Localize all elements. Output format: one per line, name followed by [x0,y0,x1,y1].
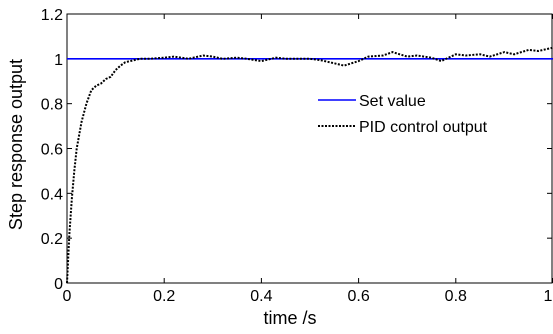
x-tick-label: 0 [63,288,72,305]
y-tick-label: 0.2 [41,231,63,248]
y-axis-label: Step response output [6,59,26,230]
legend-label-pid-control-output: PID control output [359,119,488,136]
y-tick-label: 0.6 [41,142,63,159]
y-tick-label: 1 [54,52,63,69]
y-tick-label: 0.4 [41,186,63,203]
x-axis-label: time /s [263,308,316,328]
x-tick-label: 0.6 [347,288,369,305]
y-tick-label: 1.2 [41,7,63,24]
y-tick-label: 0 [54,276,63,293]
axis-ticks: 0 0.2 0.4 0.6 0.8 1 0 0.2 0.4 0.6 0.8 1 1.2 [41,7,553,305]
legend: Set value PID control output [318,93,488,136]
x-tick-label: 0.2 [153,288,175,305]
x-tick-label: 1 [544,288,553,305]
series-line-pid-control-output [66,46,553,284]
series-lines [66,46,553,284]
x-tick-label: 0.8 [445,288,467,305]
y-tick-label: 0.8 [41,97,63,114]
x-tick-label: 0.4 [250,288,272,305]
plot-area [66,13,553,284]
legend-label-set-value: Set value [359,93,426,110]
